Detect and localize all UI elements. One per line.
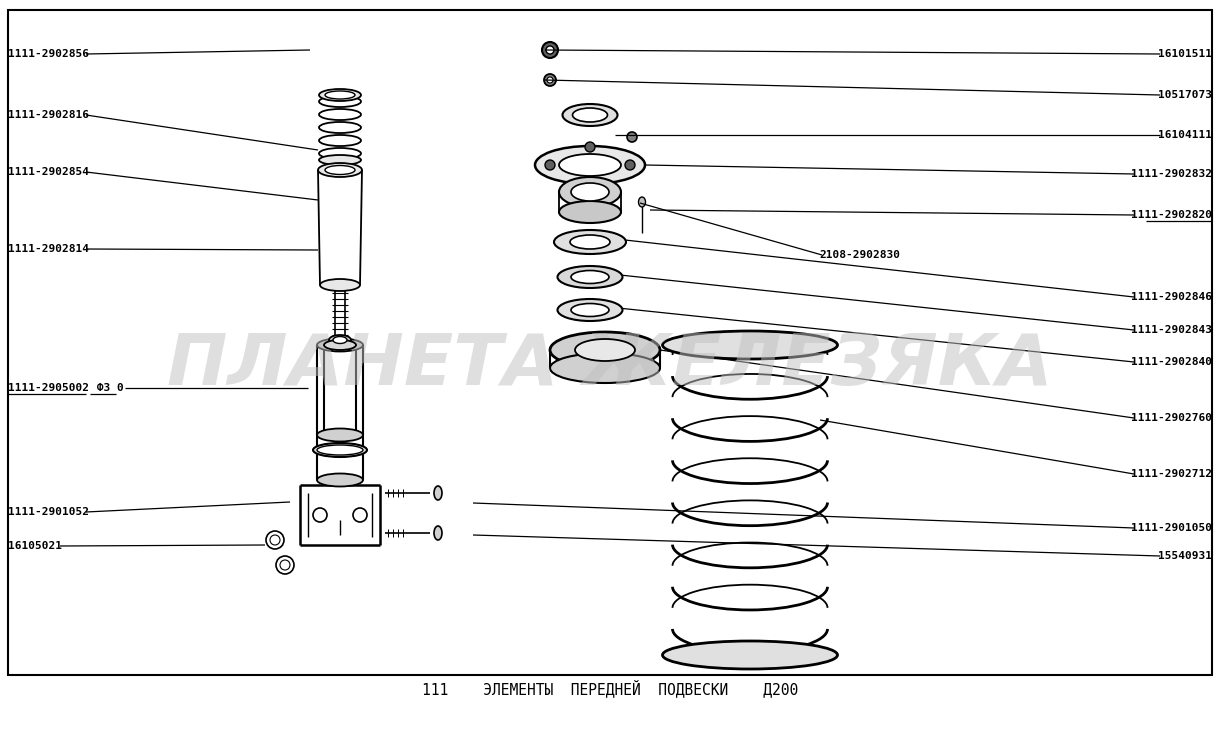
Circle shape	[266, 531, 284, 549]
Ellipse shape	[314, 443, 367, 457]
Ellipse shape	[317, 339, 364, 352]
Circle shape	[547, 77, 553, 83]
Text: 2108-2902830: 2108-2902830	[819, 250, 900, 260]
Ellipse shape	[325, 166, 355, 174]
Ellipse shape	[318, 109, 361, 120]
Ellipse shape	[329, 335, 351, 345]
Ellipse shape	[318, 89, 361, 101]
Ellipse shape	[638, 197, 645, 207]
Text: 1111-2902712: 1111-2902712	[1131, 469, 1211, 479]
Text: 1111-2901050: 1111-2901050	[1131, 523, 1211, 533]
Text: 1111-2905002: 1111-2905002	[9, 383, 89, 393]
Ellipse shape	[575, 339, 634, 361]
Ellipse shape	[559, 177, 621, 207]
Circle shape	[627, 132, 637, 142]
Ellipse shape	[317, 474, 364, 486]
Ellipse shape	[571, 183, 609, 201]
Ellipse shape	[662, 641, 837, 669]
Ellipse shape	[434, 526, 442, 540]
Ellipse shape	[320, 279, 360, 291]
Circle shape	[545, 160, 555, 170]
Circle shape	[270, 535, 281, 545]
Text: 1111-2902816: 1111-2902816	[9, 110, 89, 120]
Text: 1111-2902820: 1111-2902820	[1131, 210, 1211, 220]
Text: 1111-2902814: 1111-2902814	[9, 244, 89, 254]
Ellipse shape	[572, 108, 608, 122]
Ellipse shape	[318, 122, 361, 133]
Ellipse shape	[318, 163, 362, 177]
Text: 16104111: 16104111	[1158, 130, 1211, 140]
Ellipse shape	[317, 429, 364, 442]
Ellipse shape	[571, 271, 609, 283]
Ellipse shape	[318, 135, 361, 146]
Ellipse shape	[550, 332, 660, 368]
Text: 1111-2902846: 1111-2902846	[1131, 292, 1211, 302]
Ellipse shape	[536, 146, 645, 184]
Circle shape	[281, 560, 290, 570]
Text: 10517073: 10517073	[1158, 90, 1211, 100]
Text: 1111-2902832: 1111-2902832	[1131, 169, 1211, 179]
Ellipse shape	[559, 154, 621, 176]
Ellipse shape	[318, 155, 361, 165]
Circle shape	[586, 142, 595, 152]
Ellipse shape	[562, 104, 617, 126]
Circle shape	[353, 508, 367, 522]
Ellipse shape	[554, 230, 626, 254]
Text: 1111-2902856: 1111-2902856	[9, 49, 89, 59]
Circle shape	[276, 556, 294, 574]
Text: 1111-2901052: 1111-2901052	[9, 507, 89, 517]
Text: 1111-2902840: 1111-2902840	[1131, 357, 1211, 367]
Ellipse shape	[318, 148, 361, 159]
Text: 16101511: 16101511	[1158, 49, 1211, 59]
Circle shape	[542, 42, 558, 58]
Text: 1111-2902760: 1111-2902760	[1131, 413, 1211, 423]
Ellipse shape	[434, 486, 442, 500]
Text: 16105021: 16105021	[9, 541, 62, 551]
Text: 15540931: 15540931	[1158, 551, 1211, 561]
Ellipse shape	[570, 235, 610, 249]
Text: 1111-2902854: 1111-2902854	[9, 167, 89, 177]
Ellipse shape	[325, 340, 356, 350]
Ellipse shape	[558, 266, 622, 288]
Ellipse shape	[550, 353, 660, 383]
Circle shape	[544, 74, 556, 86]
Ellipse shape	[662, 331, 837, 359]
Text: 1111-2902843: 1111-2902843	[1131, 325, 1211, 335]
Ellipse shape	[559, 201, 621, 223]
Text: ПЛАНЕТА ЖЕЛЕЗЯКА: ПЛАНЕТА ЖЕЛЕЗЯКА	[167, 331, 1053, 399]
Circle shape	[625, 160, 634, 170]
Circle shape	[314, 508, 327, 522]
Ellipse shape	[558, 299, 622, 321]
Circle shape	[547, 46, 554, 54]
Ellipse shape	[317, 445, 364, 455]
Ellipse shape	[325, 91, 355, 99]
Ellipse shape	[318, 96, 361, 107]
Ellipse shape	[333, 337, 346, 344]
Text: 111    ЭЛЕМЕНТЫ  ПЕРЕДНЕЙ  ПОДВЕСКИ    Д200: 111 ЭЛЕМЕНТЫ ПЕРЕДНЕЙ ПОДВЕСКИ Д200	[422, 679, 798, 697]
Ellipse shape	[571, 304, 609, 317]
Text: Ф3 0: Ф3 0	[90, 383, 123, 393]
